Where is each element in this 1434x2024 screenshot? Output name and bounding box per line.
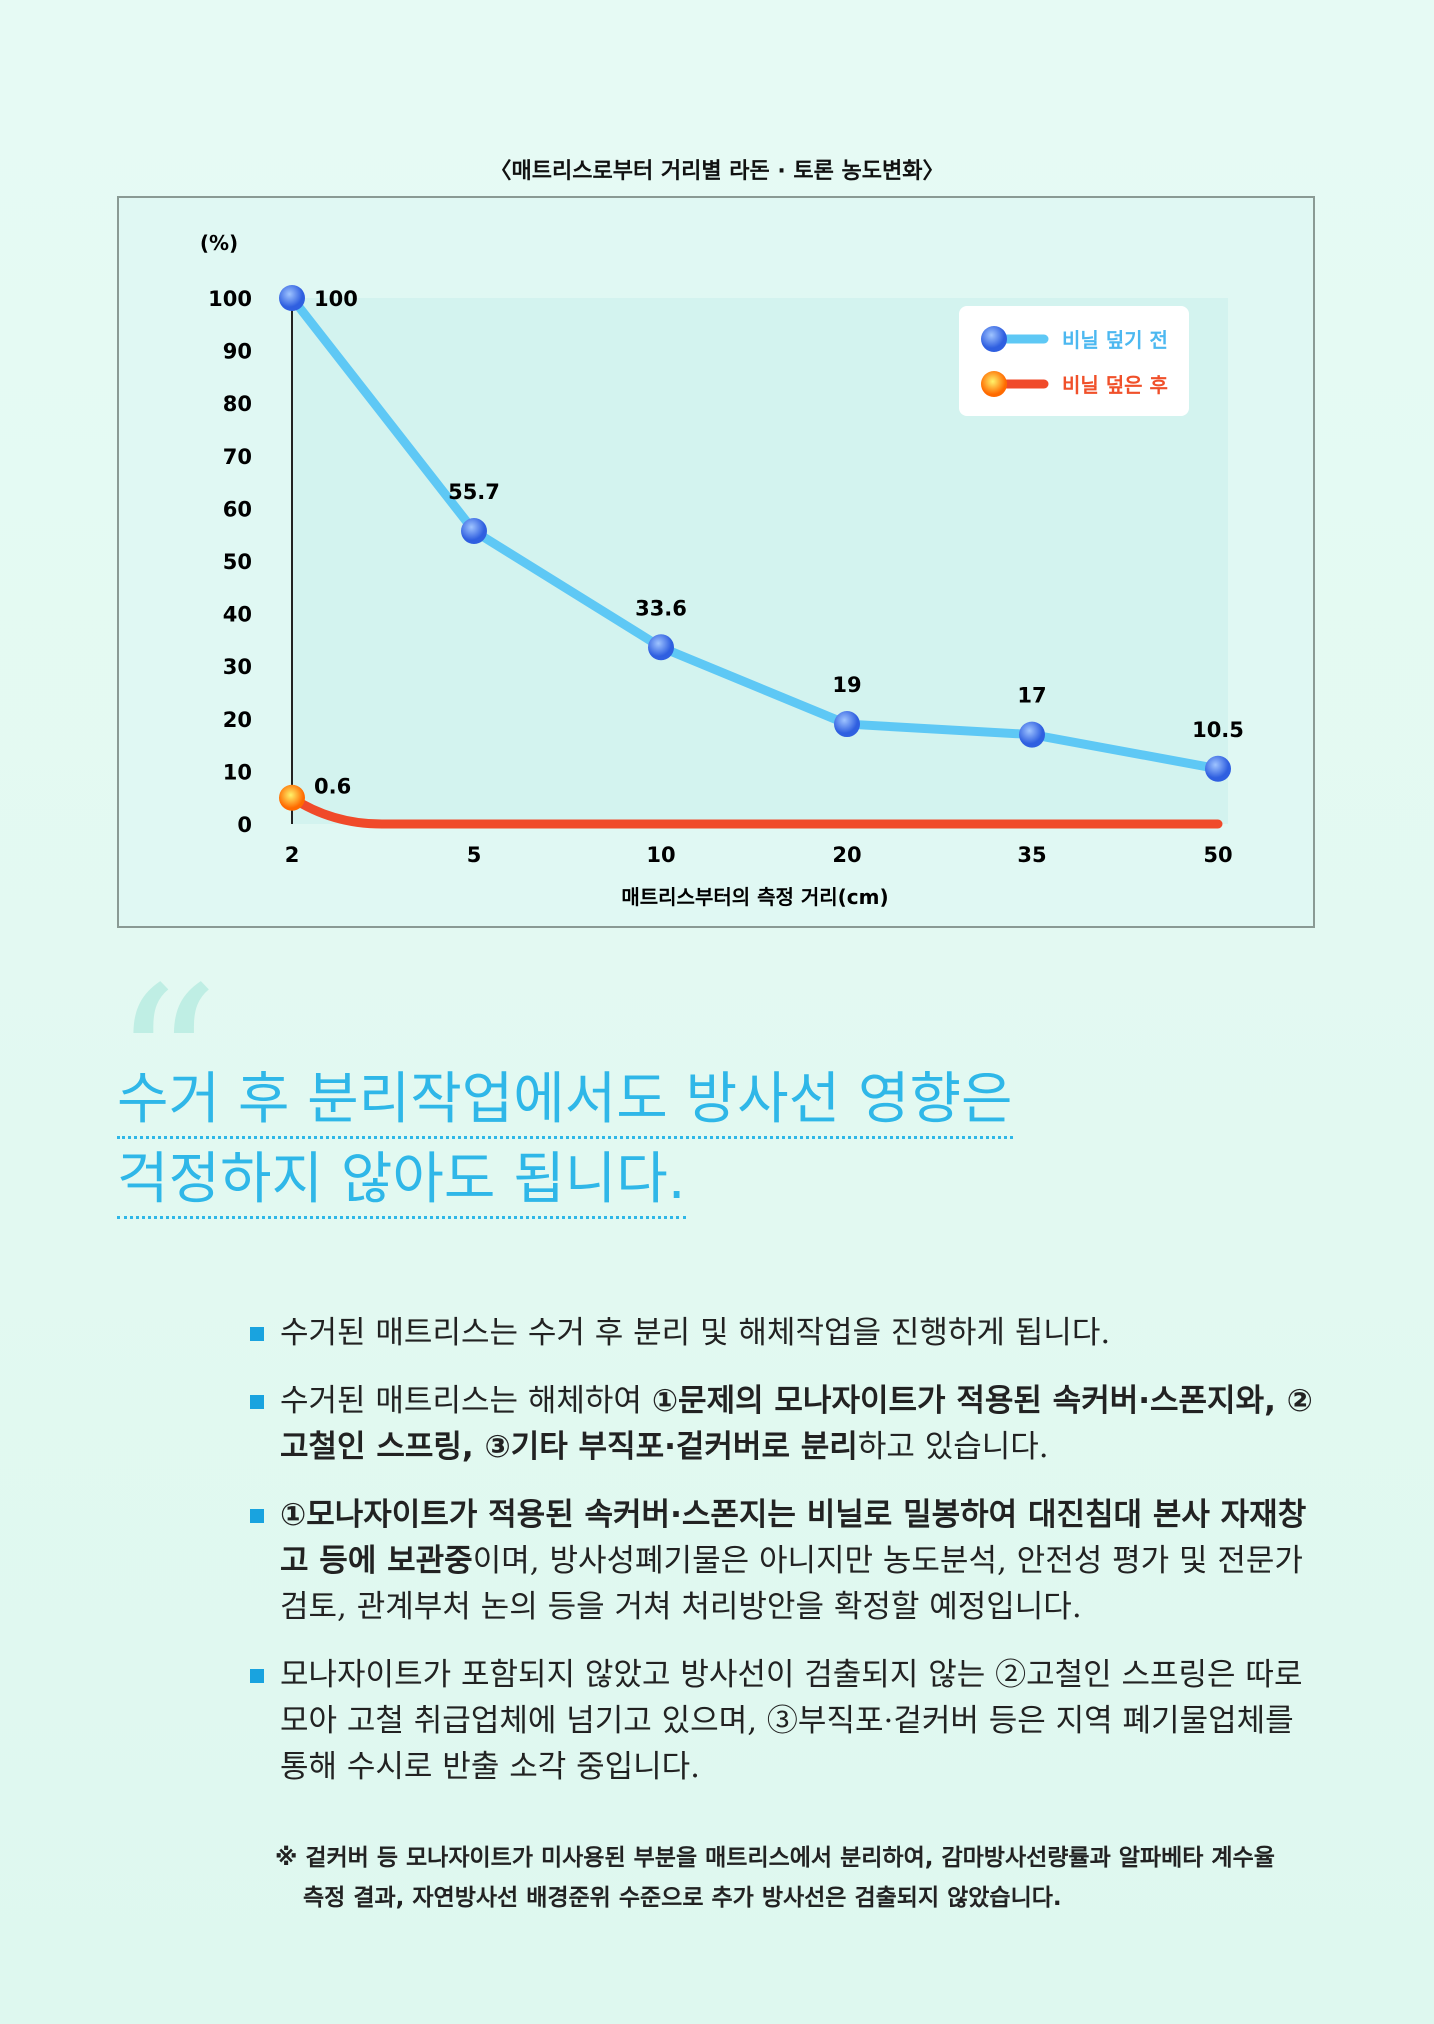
headline-line-2: 걱정하지 않아도 됩니다. xyxy=(117,1144,686,1219)
data-label: 10.5 xyxy=(1192,718,1244,742)
bullet-text-bold: ①문제의 모나자이트가 적용된 속커버·스폰지와, ②고철인 스프링, ③기타 … xyxy=(280,1383,1313,1465)
legend-label: 비닐 덮은 후 xyxy=(1062,373,1168,397)
x-tick-label: 5 xyxy=(467,843,482,867)
bullet-text-bold: ①모나자이트가 적용된 속커버·스폰지는 비닐로 밀봉하여 대진침대 본사 자재… xyxy=(280,1497,1307,1579)
legend-label: 비닐 덮기 전 xyxy=(1062,328,1168,352)
series-line xyxy=(287,293,1223,774)
data-label: 55.7 xyxy=(448,480,500,504)
y-tick-label: 10 xyxy=(223,760,252,784)
line-chart: (%) 0 10 20 30 40 50 60 70 80 90 100 2 5 10 20 35 50 매트리스부… xyxy=(200,231,1244,909)
y-tick-label: 40 xyxy=(223,603,252,627)
y-tick-label: 100 xyxy=(208,287,252,311)
data-point xyxy=(279,784,305,811)
bullet-text: 이며, 방사성폐기물은 아니지만 농도분석, 안전성 평가 및 전문가 검토, … xyxy=(280,1543,1303,1625)
x-tick-label: 35 xyxy=(1017,843,1046,867)
y-tick-label: 70 xyxy=(223,445,252,469)
chart-container: (%) 0 10 20 30 40 50 60 70 80 90 100 2 5 10 20 35 50 매트리스부… xyxy=(117,196,1315,928)
data-point xyxy=(1205,755,1231,782)
footnote: ※ 겉커버 등 모나자이트가 미사용된 부분을 매트리스에서 분리하여, 감마방… xyxy=(275,1838,1335,1918)
bullet-item: 수거된 매트리스는 수거 후 분리 및 해체작업을 진행하게 됩니다. xyxy=(250,1310,1320,1356)
bullet-item: 모나자이트가 포함되지 않았고 방사선이 검출되지 않는 ②고철인 스프링은 따… xyxy=(250,1652,1320,1790)
bullet-item: ①모나자이트가 적용된 속커버·스폰지는 비닐로 밀봉하여 대진침대 본사 자재… xyxy=(250,1492,1320,1630)
footnote-line-1: ※ 겉커버 등 모나자이트가 미사용된 부분을 매트리스에서 분리하여, 감마방… xyxy=(275,1845,1275,1871)
y-tick-label: 80 xyxy=(223,392,252,416)
x-axis-label: 매트리스부터의 측정 거리(cm) xyxy=(621,885,888,909)
x-tick-label: 10 xyxy=(646,843,675,867)
bullet-item: 수거된 매트리스는 해체하여 ①문제의 모나자이트가 적용된 속커버·스폰지와,… xyxy=(250,1378,1320,1470)
y-axis-label: (%) xyxy=(200,231,238,255)
footnote-line-2: 측정 결과, 자연방사선 배경준위 수준으로 추가 방사선은 검출되지 않았습니… xyxy=(303,1885,1062,1911)
y-tick-label: 20 xyxy=(223,708,252,732)
data-label: 0.6 xyxy=(314,775,351,799)
square-bullet-icon xyxy=(250,1327,264,1341)
y-tick-label: 30 xyxy=(223,655,252,679)
legend-marker xyxy=(981,326,1007,352)
legend-box xyxy=(959,306,1189,416)
data-label: 33.6 xyxy=(635,596,687,620)
x-tick-label: 2 xyxy=(285,843,300,867)
data-point xyxy=(648,634,674,661)
square-bullet-icon xyxy=(250,1509,264,1523)
bullet-text: 모나자이트가 포함되지 않았고 방사선이 검출되지 않는 ②고철인 스프링은 따… xyxy=(280,1657,1303,1785)
data-point xyxy=(461,518,487,545)
square-bullet-icon xyxy=(250,1395,264,1409)
data-label: 17 xyxy=(1017,684,1046,708)
quote-mark-icon: “ xyxy=(112,942,220,1187)
y-tick-label: 90 xyxy=(223,340,252,364)
bullet-text: 수거된 매트리스는 해체하여 xyxy=(280,1383,652,1419)
data-point xyxy=(279,285,305,311)
square-bullet-icon xyxy=(250,1669,264,1683)
data-point xyxy=(834,711,860,738)
legend-marker xyxy=(981,371,1007,397)
bullet-text: 하고 있습니다. xyxy=(857,1429,1049,1465)
x-tick-label: 20 xyxy=(832,843,861,867)
bullet-list: 수거된 매트리스는 수거 후 분리 및 해체작업을 진행하게 됩니다. 수거된 매… xyxy=(250,1310,1320,1812)
x-tick-label: 50 xyxy=(1203,843,1232,867)
headline: 수거 후 분리작업에서도 방사선 영향은 걱정하지 않아도 됩니다. xyxy=(117,1060,1013,1220)
y-tick-label: 0 xyxy=(237,813,252,837)
bullet-text: 수거된 매트리스는 수거 후 분리 및 해체작업을 진행하게 됩니다. xyxy=(280,1315,1111,1351)
data-label: 19 xyxy=(832,673,861,697)
data-label: 100 xyxy=(314,287,358,311)
y-tick-label: 60 xyxy=(223,497,252,521)
y-tick-label: 50 xyxy=(223,550,252,574)
headline-line-1: 수거 후 분리작업에서도 방사선 영향은 xyxy=(117,1064,1013,1139)
chart-title: 〈매트리스로부터 거리별 라돈 · 토론 농도변화〉 xyxy=(489,159,945,184)
data-point xyxy=(1019,721,1045,748)
